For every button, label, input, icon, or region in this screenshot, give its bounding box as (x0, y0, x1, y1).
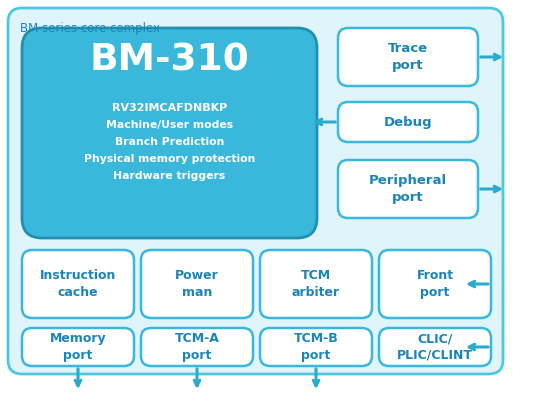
FancyBboxPatch shape (260, 328, 372, 366)
Text: Branch Prediction: Branch Prediction (115, 137, 224, 147)
FancyBboxPatch shape (338, 160, 478, 218)
FancyBboxPatch shape (141, 328, 253, 366)
FancyBboxPatch shape (338, 102, 478, 142)
Text: CLIC/
PLIC/CLINT: CLIC/ PLIC/CLINT (397, 332, 473, 362)
Text: Front
port: Front port (417, 269, 453, 299)
Text: Instruction
cache: Instruction cache (40, 269, 116, 299)
FancyBboxPatch shape (141, 250, 253, 318)
Text: Hardware triggers: Hardware triggers (114, 171, 225, 181)
Text: RV32IMCAFDNBKP: RV32IMCAFDNBKP (112, 103, 227, 113)
Text: BM-310: BM-310 (90, 42, 250, 78)
Text: Trace
port: Trace port (388, 42, 428, 72)
Text: TCM-A
port: TCM-A port (175, 332, 219, 362)
FancyBboxPatch shape (22, 250, 134, 318)
Text: Memory
port: Memory port (50, 332, 106, 362)
FancyBboxPatch shape (338, 28, 478, 86)
FancyBboxPatch shape (379, 328, 491, 366)
FancyBboxPatch shape (22, 28, 317, 238)
FancyBboxPatch shape (22, 328, 134, 366)
Text: Power
man: Power man (175, 269, 219, 299)
FancyBboxPatch shape (260, 250, 372, 318)
Text: BM series core complex: BM series core complex (20, 22, 160, 35)
Text: Peripheral
port: Peripheral port (369, 174, 447, 204)
Text: Machine/User modes: Machine/User modes (106, 120, 233, 130)
FancyBboxPatch shape (8, 8, 503, 374)
Text: TCM-B
port: TCM-B port (294, 332, 338, 362)
Text: Debug: Debug (383, 115, 433, 128)
Text: Physical memory protection: Physical memory protection (84, 154, 255, 164)
Text: TCM
arbiter: TCM arbiter (292, 269, 340, 299)
FancyBboxPatch shape (379, 250, 491, 318)
